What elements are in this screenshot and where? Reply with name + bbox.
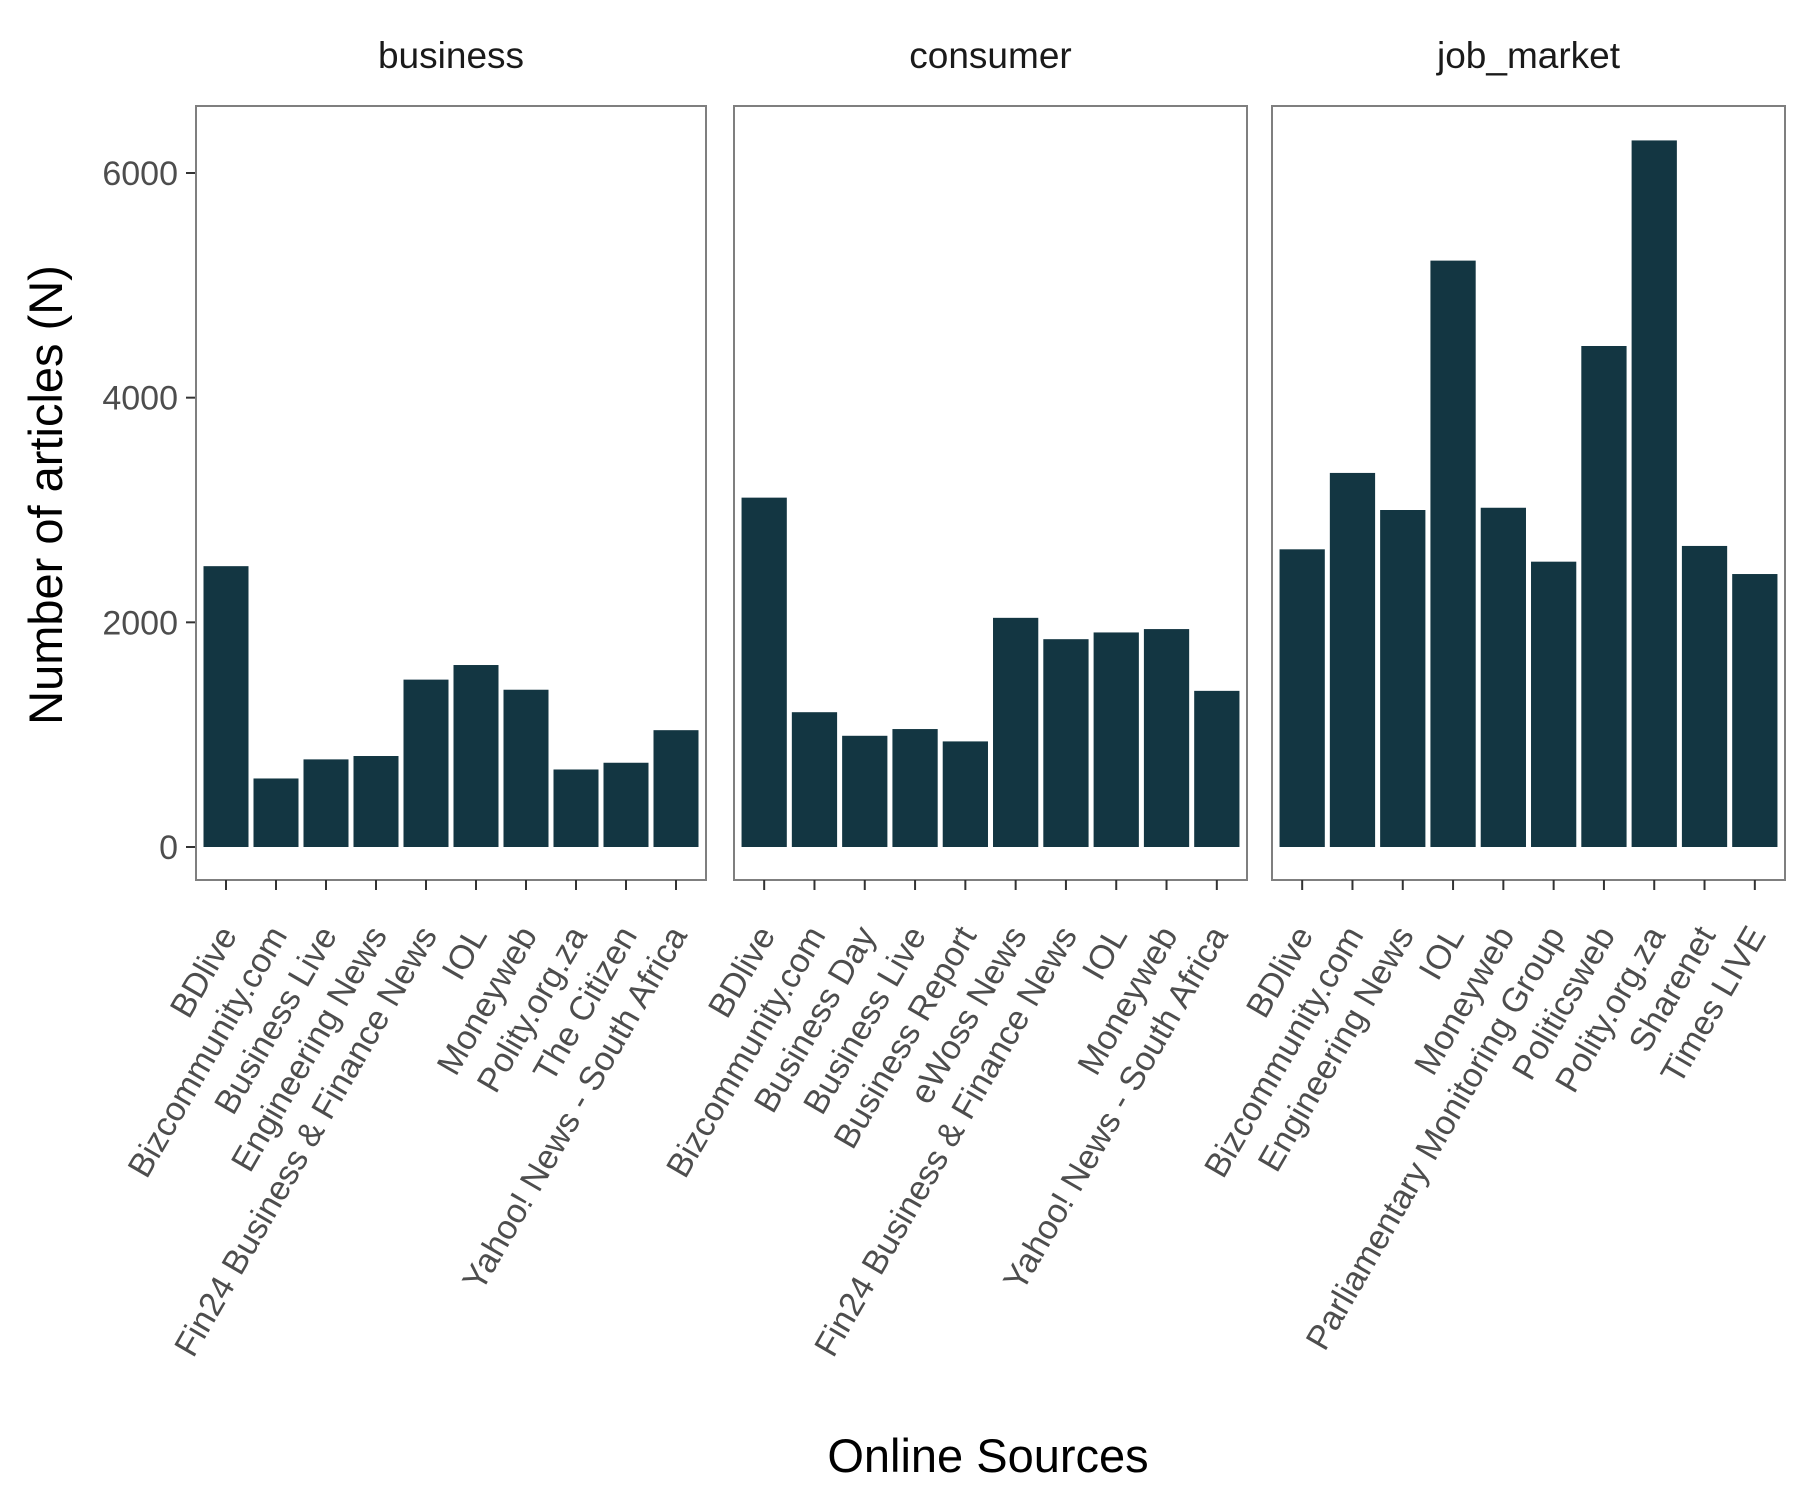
panel-border [733, 105, 1248, 881]
y-axis-title: Number of articles (N) [19, 265, 72, 725]
bar [1279, 549, 1325, 847]
bar [353, 756, 399, 847]
bar [942, 741, 988, 847]
bar [1093, 632, 1139, 847]
panel-border [195, 105, 707, 881]
bar [303, 759, 349, 847]
bar [403, 679, 449, 847]
panel-title: job_market [1436, 35, 1621, 76]
bar [553, 769, 599, 847]
bar [842, 735, 888, 847]
bar [1380, 510, 1426, 847]
bar [741, 497, 787, 847]
y-tick-label: 2000 [102, 604, 178, 642]
bar [993, 617, 1039, 847]
bar [1480, 507, 1526, 847]
bar [1329, 472, 1376, 847]
bar [1531, 561, 1577, 847]
bar [453, 665, 499, 847]
y-tick-label: 4000 [102, 380, 178, 418]
y-tick-label: 0 [159, 829, 178, 867]
y-axis: 0 2000 4000 6000 [102, 155, 196, 867]
bar [1043, 639, 1089, 847]
bar [203, 566, 249, 847]
bar [1194, 690, 1240, 847]
bar [603, 762, 649, 847]
y-tick-label: 6000 [102, 155, 178, 193]
bar [1581, 345, 1627, 847]
bar [503, 689, 549, 847]
bar [892, 729, 938, 847]
panel-title: business [378, 35, 524, 76]
bar [1732, 574, 1778, 847]
x-axis-title: Online Sources [827, 1429, 1148, 1482]
bar [1631, 140, 1677, 847]
panel-title: consumer [909, 35, 1071, 76]
bar [791, 712, 838, 847]
panel-border [1271, 105, 1786, 881]
bar [1681, 545, 1728, 847]
bar [1143, 629, 1190, 847]
panel-job-market: job_marketBDliveBizcommunity.comEngineer… [1197, 35, 1786, 1356]
bar [1430, 260, 1476, 847]
bar [653, 730, 699, 847]
bar [253, 778, 299, 847]
